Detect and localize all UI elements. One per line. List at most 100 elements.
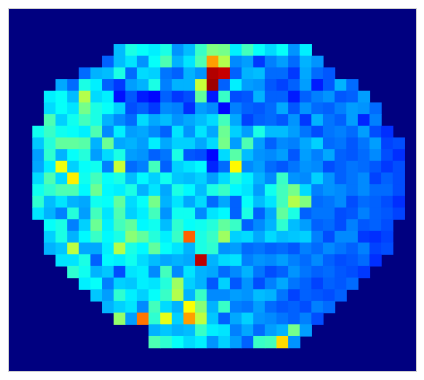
heatmap-cell: [218, 265, 231, 279]
heatmap-cell: [113, 79, 126, 92]
heatmap-cell: [357, 207, 371, 220]
heatmap-cell: [102, 184, 115, 197]
heatmap-cell: [288, 137, 301, 150]
heatmap-cell: [229, 172, 243, 185]
heatmap-cell: [206, 55, 219, 68]
heatmap-cell: [241, 324, 254, 337]
heatmap-cell: [206, 114, 219, 127]
heatmap-cell: [160, 125, 173, 139]
heatmap-cell: [288, 114, 301, 127]
heatmap-cell: [160, 79, 173, 92]
heatmap-cell: [113, 265, 126, 279]
heatmap-cell: [381, 219, 394, 232]
heatmap-cell: [78, 125, 91, 139]
heatmap-cell: [369, 149, 382, 162]
heatmap-cell: [90, 195, 103, 209]
heatmap-cell: [346, 172, 359, 185]
heatmap-cell: [90, 102, 103, 115]
heatmap-cell: [253, 300, 266, 314]
heatmap-cell: [218, 44, 231, 57]
heatmap-cell: [171, 335, 185, 349]
heatmap-cell: [229, 277, 243, 290]
heatmap-cell: [241, 219, 254, 232]
heatmap-cell: [148, 230, 161, 244]
heatmap-cell: [171, 265, 185, 279]
heatmap-cell: [346, 149, 359, 162]
heatmap-cell: [229, 265, 243, 279]
heatmap-cell: [171, 137, 185, 150]
heatmap-cell: [381, 184, 394, 197]
heatmap-cell: [195, 219, 208, 232]
heatmap-cell: [195, 90, 208, 104]
heatmap-cell: [229, 219, 243, 232]
heatmap-cell: [136, 55, 150, 68]
heatmap-cell: [357, 195, 371, 209]
heatmap-cell: [381, 230, 394, 244]
heatmap-cell: [392, 160, 405, 174]
heatmap-cell: [288, 254, 301, 267]
heatmap-cell: [311, 90, 324, 104]
heatmap-cell: [322, 219, 336, 232]
heatmap-cell: [78, 79, 91, 92]
heatmap-cell: [43, 195, 57, 209]
heatmap-cell: [171, 289, 185, 302]
heatmap-cell: [369, 125, 382, 139]
heatmap-cell: [55, 79, 68, 92]
heatmap-cell: [311, 312, 324, 325]
heatmap-cell: [218, 149, 231, 162]
heatmap-cell: [241, 277, 254, 290]
heatmap-cell: [264, 312, 278, 325]
heatmap-cell: [206, 195, 219, 209]
heatmap-cell: [171, 207, 185, 220]
heatmap-cell: [346, 90, 359, 104]
heatmap-cell: [253, 242, 266, 255]
heatmap-cell: [253, 324, 266, 337]
heatmap-cell: [67, 90, 80, 104]
heatmap-cell: [90, 277, 103, 290]
heatmap-cell: [148, 114, 161, 127]
heatmap-cell: [264, 207, 278, 220]
heatmap-cell: [125, 254, 138, 267]
heatmap-cell: [206, 184, 219, 197]
heatmap-cell: [171, 184, 185, 197]
heatmap-cell: [160, 67, 173, 80]
heatmap-cell: [241, 195, 254, 209]
heatmap-cell: [322, 230, 336, 244]
heatmap-cell: [113, 230, 126, 244]
heatmap-cell: [160, 265, 173, 279]
heatmap-cell: [125, 242, 138, 255]
heatmap-cell: [299, 90, 312, 104]
heatmap-cell: [369, 184, 382, 197]
heatmap-cell: [195, 44, 208, 57]
heatmap-cell: [346, 79, 359, 92]
heatmap-cell: [113, 67, 126, 80]
heatmap-cell: [392, 149, 405, 162]
heatmap-cell: [288, 219, 301, 232]
heatmap-cell: [206, 230, 219, 244]
heatmap-cell: [241, 160, 254, 174]
heatmap-cell: [160, 172, 173, 185]
heatmap-cell: [253, 195, 266, 209]
heatmap-cell: [229, 184, 243, 197]
heatmap-cell: [125, 137, 138, 150]
heatmap-cell: [288, 312, 301, 325]
heatmap-cell: [32, 207, 45, 220]
heatmap-cell: [253, 277, 266, 290]
heatmap-cell: [322, 184, 336, 197]
heatmap-cell: [113, 114, 126, 127]
heatmap-cell: [90, 289, 103, 302]
heatmap-cell: [229, 102, 243, 115]
heatmap-cell: [136, 242, 150, 255]
heatmap-cell: [218, 254, 231, 267]
heatmap-cell: [241, 79, 254, 92]
heatmap-cell: [264, 90, 278, 104]
heatmap-cell: [253, 55, 266, 68]
heatmap-cell: [311, 67, 324, 80]
heatmap-cell: [148, 137, 161, 150]
heatmap-cell: [171, 195, 185, 209]
heatmap-cell: [253, 207, 266, 220]
heatmap-cell: [171, 149, 185, 162]
heatmap-cell: [90, 125, 103, 139]
heatmap-cell: [125, 172, 138, 185]
heatmap-cell: [253, 125, 266, 139]
